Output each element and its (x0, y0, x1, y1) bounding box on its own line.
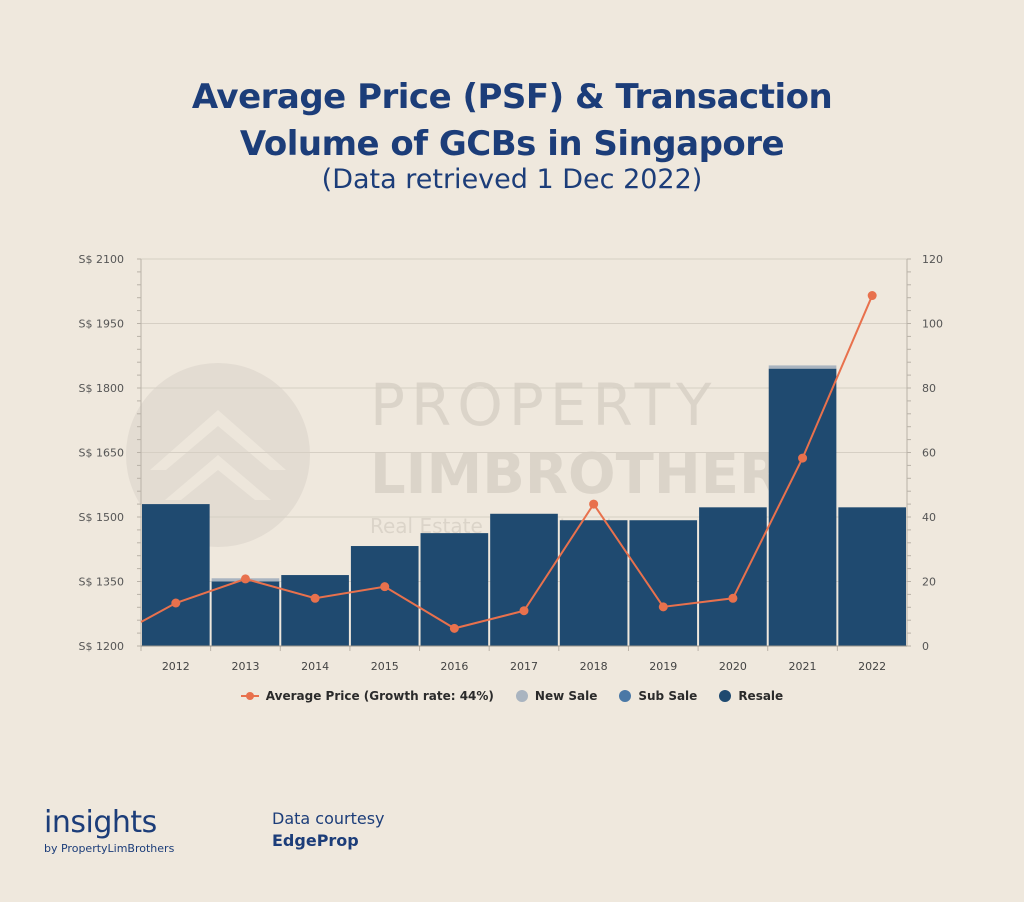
new-sale-bar (768, 365, 837, 369)
circle-marker-icon (619, 690, 632, 702)
right-tick-label: 40 (922, 511, 936, 524)
credit-source: EdgeProp (272, 831, 359, 850)
price-point (658, 602, 668, 612)
watermark: PROPERTY LIMBROTHERS Real Estate With In… (126, 363, 822, 547)
resale-bar (838, 507, 906, 646)
resale-bar (699, 507, 767, 646)
legend-item-average-price[interactable]: Average Price (Growth rate: 44%) (240, 689, 494, 703)
price-point (171, 598, 181, 608)
price-point (589, 499, 599, 509)
x-tick-label: 2018 (580, 660, 608, 673)
legend-item-sub-sale[interactable]: Sub Sale (619, 689, 697, 703)
x-tick-label: 2022 (858, 660, 886, 673)
left-tick-label: S$ 1950 (79, 318, 124, 331)
price-point (728, 593, 738, 603)
resale-bar (559, 520, 628, 646)
chart-title: Average Price (PSF) & Transaction Volume… (0, 74, 1024, 168)
chart-title-line1: Average Price (PSF) & Transaction (191, 77, 833, 117)
right-tick-label: 60 (922, 447, 936, 460)
legend-item-new-sale[interactable]: New Sale (515, 689, 598, 703)
x-tick-label: 2014 (301, 660, 329, 673)
price-point (798, 453, 808, 463)
resale-bar (629, 520, 698, 646)
data-credit: Data courtesy EdgeProp (272, 808, 385, 852)
resale-bar (350, 546, 419, 646)
chart-legend: Average Price (Growth rate: 44%) New Sal… (0, 689, 1024, 703)
legend-label-new-sale: New Sale (534, 689, 598, 703)
brand-name: insights (44, 805, 157, 840)
left-tick-label: S$ 1200 (79, 640, 124, 653)
right-tick-label: 100 (922, 318, 943, 331)
legend-label-resale: Resale (738, 689, 784, 703)
bar-series (142, 365, 906, 646)
resale-bar (281, 575, 349, 646)
resale-bar (490, 513, 558, 646)
resale-bar (211, 581, 280, 646)
right-tick-label: 120 (922, 253, 943, 266)
price-point (240, 574, 250, 584)
left-axis: S$ 1200 S$ 1350 S$ 1500 S$ 1650 S$ 1800 S$ 19… (79, 253, 142, 653)
right-tick-label: 80 (922, 382, 936, 395)
x-axis: 2012 2013 2014 2015 2016 2017 2018 2019 2020 2021… (140, 645, 907, 673)
price-point (380, 582, 390, 592)
watermark-roof-icon (150, 410, 286, 500)
x-tick-label: 2021 (789, 660, 817, 673)
chart-subtitle: (Data retrieved 1 Dec 2022) (321, 164, 703, 195)
legend-item-resale[interactable]: Resale (719, 689, 783, 703)
price-point (867, 291, 877, 301)
line-marker-icon (240, 690, 259, 702)
chart-title-line2: Volume of GCBs in Singapore (239, 124, 785, 164)
watermark-line1: PROPERTY (370, 371, 718, 439)
circle-marker-icon (719, 690, 732, 702)
price-point (449, 623, 459, 633)
price-point (310, 593, 320, 603)
x-tick-label: 2016 (440, 660, 468, 673)
x-tick-label: 2017 (510, 660, 538, 673)
credit-label: Data courtesy (272, 809, 385, 828)
resale-bar (768, 368, 837, 646)
x-tick-label: 2012 (162, 660, 190, 673)
x-tick-label: 2015 (371, 660, 399, 673)
left-tick-label: S$ 2100 (79, 253, 124, 266)
brand-logo: insights by PropertyLimBrothers (44, 805, 175, 856)
circle-marker-icon (515, 690, 528, 702)
left-tick-label: S$ 1350 (79, 576, 124, 589)
left-tick-label: S$ 1800 (79, 382, 124, 395)
right-tick-label: 20 (922, 576, 936, 589)
price-line (140, 295, 874, 630)
brand-subtitle: by PropertyLimBrothers (44, 842, 175, 855)
x-tick-label: 2019 (649, 660, 677, 673)
x-tick-label: 2013 (231, 660, 259, 673)
line-series (140, 291, 877, 633)
left-tick-label: S$ 1650 (79, 447, 124, 460)
watermark-line2: LIMBROTHERS (370, 442, 822, 507)
price-point (519, 606, 529, 616)
right-axis: 0 20 40 60 80 100 120 (906, 253, 943, 653)
legend-label-average-price: Average Price (Growth rate: 44%) (265, 689, 494, 703)
legend-label-sub-sale: Sub Sale (638, 689, 698, 703)
left-tick-label: S$ 1500 (79, 511, 124, 524)
x-tick-label: 2020 (719, 660, 747, 673)
right-tick-label: 0 (922, 640, 929, 653)
resale-bar (142, 504, 210, 646)
